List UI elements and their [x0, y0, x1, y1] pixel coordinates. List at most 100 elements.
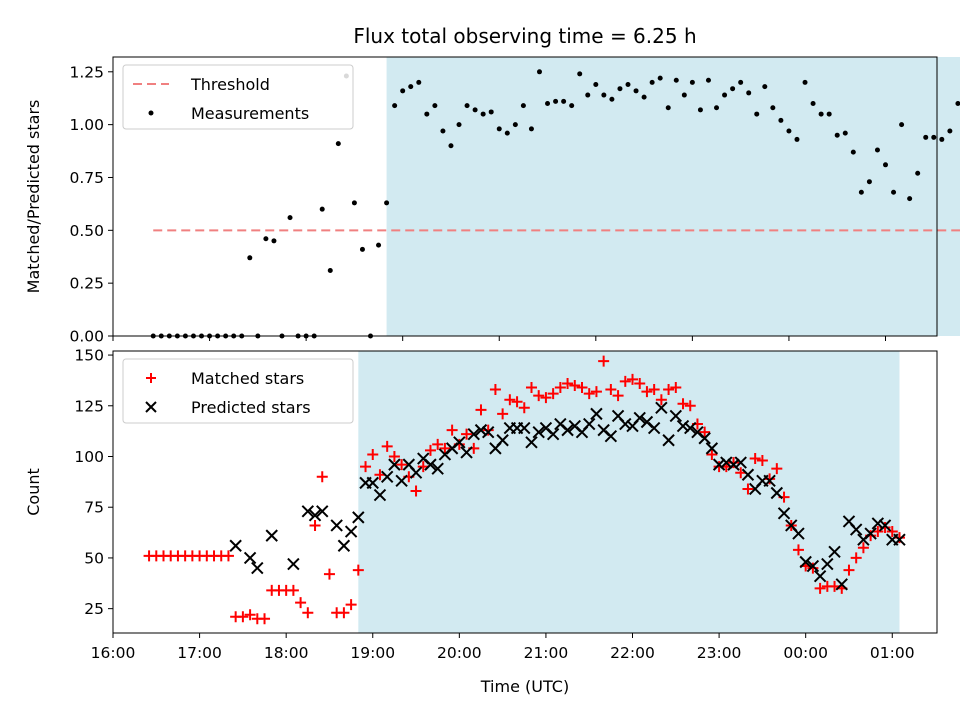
- predicted-star-point: [835, 578, 848, 591]
- matched-star-point: [388, 450, 400, 462]
- measurement-point: [665, 105, 671, 111]
- predicted-star-point: [806, 559, 820, 573]
- legend-predicted-swatch: [145, 401, 157, 413]
- measurement-point: [601, 92, 607, 98]
- measurement-point: [609, 96, 615, 102]
- predicted-star-point: [481, 425, 495, 439]
- observing-window-shade: [386, 57, 960, 336]
- matched-star-point: [627, 373, 639, 385]
- measurement-point: [850, 149, 856, 155]
- measurement-point: [263, 236, 269, 242]
- matched-star-point: [259, 613, 271, 625]
- predicted-star-point: [828, 545, 841, 559]
- predicted-star-point: [337, 539, 351, 552]
- predicted-star-point: [604, 430, 618, 443]
- measurement-point: [939, 136, 945, 142]
- matched-star-point: [742, 483, 754, 495]
- axes-frame: [112, 350, 938, 634]
- y-tick-label: 0.25: [69, 275, 104, 293]
- measurement-point: [883, 162, 888, 168]
- predicted-star-point: [655, 401, 668, 415]
- measurement-point: [536, 69, 542, 75]
- y-tick-label: 75: [84, 499, 104, 517]
- measurement-point: [456, 122, 462, 128]
- predicted-star-point: [229, 539, 242, 552]
- measurement-point: [738, 79, 744, 85]
- matched-star-point: [612, 390, 624, 402]
- predicted-star-point: [380, 470, 394, 483]
- matched-star-point: [424, 444, 436, 456]
- matched-star-point: [237, 611, 249, 623]
- measurement-point: [818, 111, 824, 117]
- measurement-point: [907, 196, 913, 202]
- predicted-star-point: [301, 505, 315, 518]
- measurement-point: [746, 90, 752, 96]
- matched-star-point: [562, 377, 574, 389]
- matched-star-point: [287, 584, 299, 596]
- matched-star-point: [511, 396, 523, 408]
- measurement-point: [641, 94, 647, 100]
- legend: Threshold Measurements: [122, 64, 354, 130]
- measurement-point: [319, 206, 325, 212]
- predicted-star-point: [496, 434, 509, 447]
- predicted-star-point: [734, 456, 747, 469]
- matched-star-point: [352, 564, 364, 576]
- x-tick-label: 19:00: [350, 644, 395, 662]
- measurement-point: [392, 103, 398, 109]
- matched-star-point: [525, 382, 537, 394]
- matched-star-point: [533, 390, 545, 402]
- measurement-point: [520, 103, 526, 109]
- matched-star-point: [590, 386, 602, 398]
- measurement-point: [931, 134, 937, 140]
- predicted-star-point: [424, 458, 437, 471]
- matched-star-point: [417, 461, 429, 473]
- measurement-point: [802, 79, 808, 85]
- legend-box: [122, 358, 354, 424]
- x-tick-label: 23:00: [697, 644, 742, 662]
- axes-frame: [112, 56, 938, 337]
- measurement-point: [899, 122, 905, 128]
- predicted-star-point: [590, 407, 603, 421]
- measurement-point: [585, 92, 591, 98]
- predicted-star-point: [308, 509, 322, 522]
- measurement-point: [842, 130, 848, 136]
- matched-star-point: [583, 388, 595, 400]
- matched-star-point: [814, 582, 826, 594]
- predicted-star-point: [864, 527, 877, 540]
- measurement-point: [271, 238, 277, 244]
- measurement-point: [512, 122, 518, 128]
- measurement-point: [689, 79, 695, 85]
- matched-star-point: [634, 377, 646, 389]
- matched-star-point: [728, 457, 740, 469]
- measurement-point: [488, 109, 494, 115]
- matched-star-point: [396, 459, 408, 471]
- predicted-star-point: [532, 425, 545, 439]
- y-tick-label: 0.75: [69, 169, 104, 187]
- predicted-star-point: [813, 569, 827, 583]
- measurement-point: [762, 84, 768, 90]
- measurement-point: [778, 117, 784, 123]
- predicted-star-point: [799, 555, 812, 569]
- predicted-star-point: [366, 476, 379, 490]
- x-tick-label: 22:00: [610, 644, 655, 662]
- matched-star-point: [829, 580, 841, 592]
- predicted-star-point: [474, 423, 488, 437]
- predicted-star-point: [373, 488, 387, 502]
- matched-star-point: [367, 448, 379, 460]
- measurement-point: [681, 92, 687, 98]
- measurement-point: [569, 103, 575, 109]
- measurement-point: [705, 77, 711, 83]
- predicted-star-point: [777, 507, 791, 520]
- measurement-point: [673, 77, 679, 83]
- predicted-star-point: [388, 458, 401, 471]
- measurement-point: [770, 105, 776, 111]
- measurement-point: [649, 79, 655, 85]
- measurement-point: [384, 200, 390, 206]
- matched-star-point: [893, 532, 905, 544]
- legend-label: Predicted stars: [191, 398, 311, 417]
- x-tick-label: 00:00: [783, 644, 828, 662]
- measurement-point: [722, 92, 728, 98]
- measurement-point: [287, 215, 293, 221]
- predicted-star-point: [792, 527, 805, 540]
